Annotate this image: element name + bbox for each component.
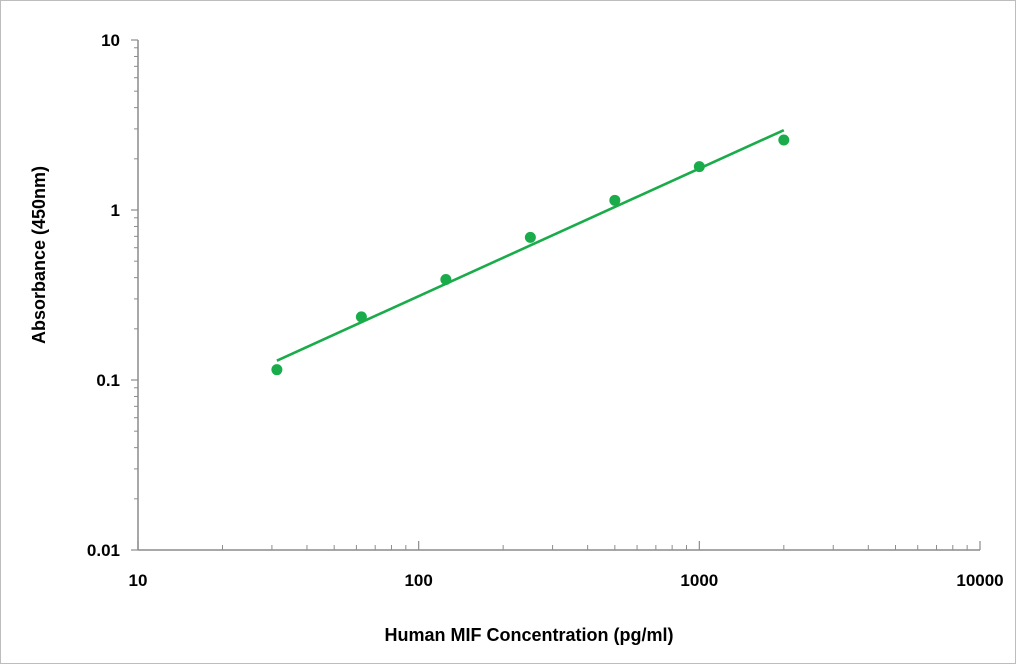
x-tick-label: 1000 <box>680 571 718 590</box>
data-point <box>693 161 705 173</box>
x-tick-label: 100 <box>404 571 432 590</box>
data-point <box>778 134 790 146</box>
y-tick-label: 0.01 <box>87 541 120 560</box>
y-ticks-group: 0.01 0.1 1 10 <box>87 31 138 560</box>
data-point <box>440 274 452 286</box>
trendline-group <box>276 128 785 362</box>
x-axis-title: Human MIF Concentration (pg/ml) <box>385 625 674 645</box>
trendline <box>276 128 785 362</box>
axes-group <box>137 40 980 551</box>
x-tick-label: 10000 <box>956 571 1003 590</box>
y-tick-label: 1 <box>111 201 120 220</box>
y-tick-label: 0.1 <box>96 371 120 390</box>
y-tick-label: 10 <box>101 31 120 50</box>
data-points-group <box>271 134 790 376</box>
x-tick-label: 10 <box>129 571 148 590</box>
data-point <box>271 364 283 376</box>
data-point <box>524 231 536 243</box>
data-point <box>355 311 367 323</box>
data-point <box>609 194 621 206</box>
x-ticks-group: 10 100 1000 10000 <box>129 541 1004 590</box>
y-axis-title: Absorbance (450nm) <box>29 166 49 344</box>
